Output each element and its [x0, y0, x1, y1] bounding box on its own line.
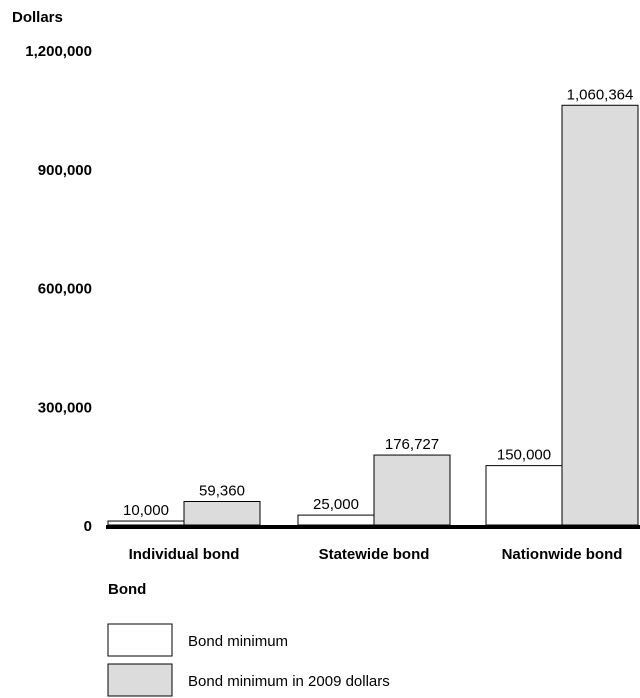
x-axis-title: Bond	[108, 581, 146, 598]
y-tick-label: 900,000	[38, 162, 92, 179]
bar-bond-minimum	[107, 520, 185, 526]
y-axis-ticks: 0 300,000 600,000 900,000 1,200,000	[25, 43, 92, 535]
bar-value-label: 1,060,364	[567, 86, 634, 103]
bar-value-label: 59,360	[199, 483, 245, 500]
x-category-label: Statewide bond	[319, 546, 430, 563]
bar-bond-minimum	[485, 465, 563, 526]
bar-bond-minimum-2009	[183, 501, 261, 526]
bar-bond-minimum-2009	[561, 104, 639, 526]
bar-value-label: 25,000	[313, 496, 359, 513]
bar-bond-minimum	[297, 514, 375, 526]
y-tick-label: 300,000	[38, 399, 92, 416]
bar-bond-minimum-2009	[373, 454, 451, 526]
y-axis-title: Dollars	[12, 9, 63, 26]
y-tick-label: 0	[84, 518, 92, 535]
legend-label: Bond minimum in 2009 dollars	[188, 673, 390, 690]
x-axis-categories: Individual bond Statewide bond Nationwide …	[129, 546, 623, 563]
bar-value-label: 10,000	[123, 502, 169, 519]
bars: 10,000 59,360 25,000 176,727 150,000 1,060,36…	[107, 86, 639, 526]
x-category-label: Nationwide bond	[502, 546, 623, 563]
bar-value-label: 150,000	[497, 447, 551, 464]
bar-value-label: 176,727	[385, 436, 439, 453]
x-category-label: Individual bond	[129, 546, 240, 563]
legend-label: Bond minimum	[188, 633, 288, 650]
legend: Bond minimum Bond minimum in 2009 dollars	[107, 623, 390, 697]
y-tick-label: 600,000	[38, 281, 92, 298]
legend-swatch	[107, 623, 173, 657]
y-tick-label: 1,200,000	[25, 43, 92, 60]
legend-swatch	[107, 663, 173, 697]
